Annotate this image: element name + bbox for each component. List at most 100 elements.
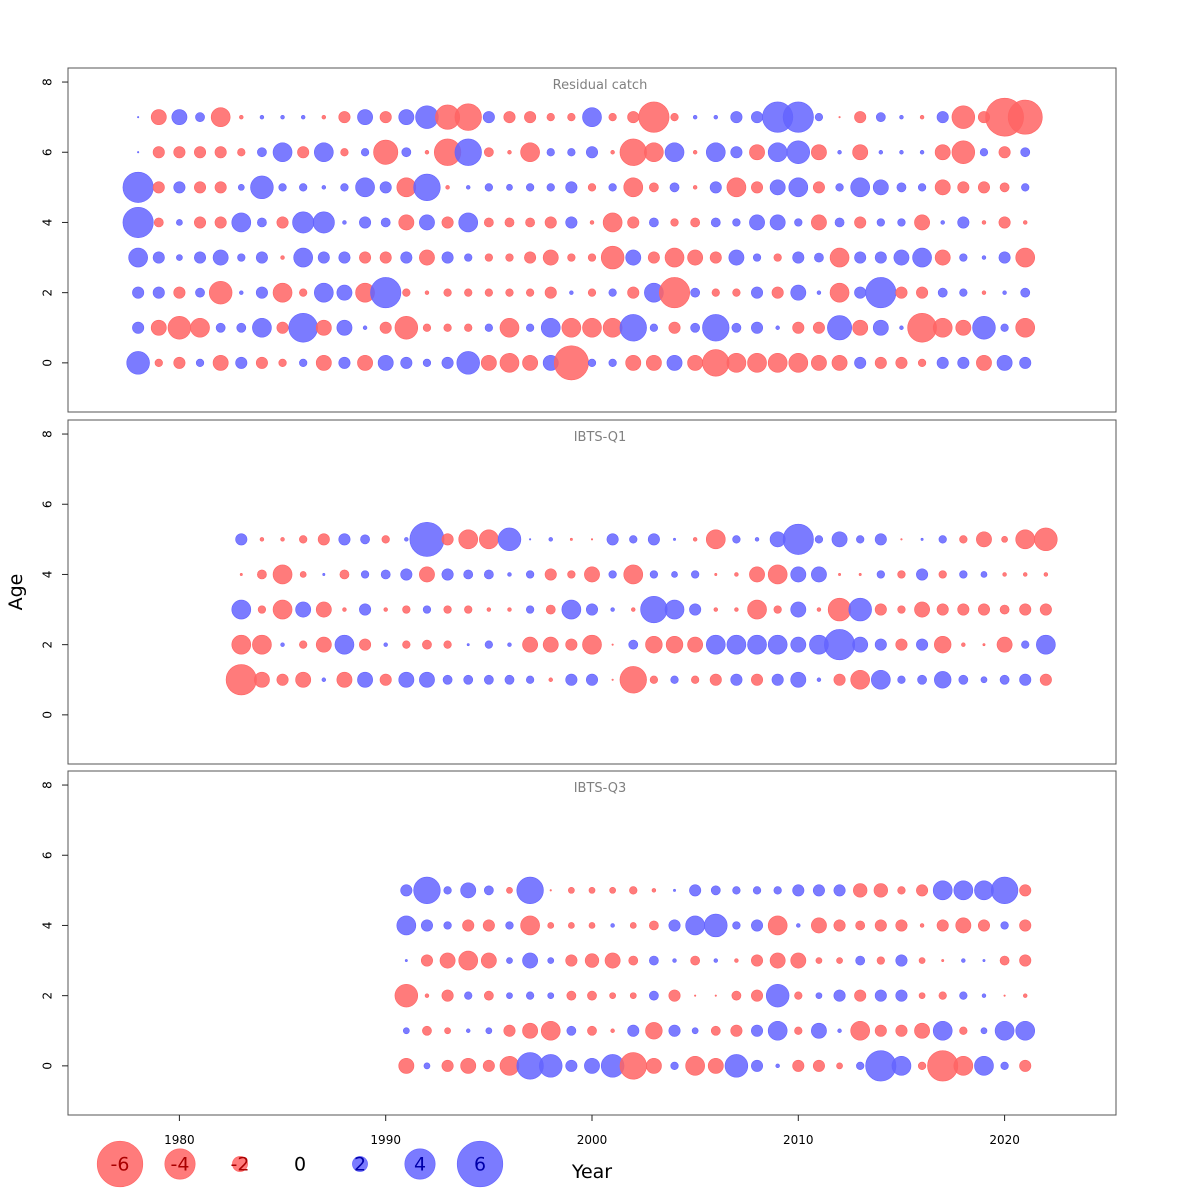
bubble bbox=[506, 887, 513, 894]
bubble bbox=[897, 886, 906, 895]
bubble bbox=[587, 358, 597, 367]
bubble bbox=[569, 290, 574, 295]
bubble bbox=[567, 570, 576, 579]
bubble bbox=[629, 922, 637, 929]
bubble bbox=[466, 643, 470, 647]
bubble bbox=[771, 286, 784, 299]
bubble bbox=[610, 923, 615, 928]
bubble bbox=[1002, 290, 1007, 295]
bubble bbox=[441, 216, 454, 229]
bubble bbox=[855, 920, 866, 931]
bubble bbox=[957, 181, 970, 194]
bubble bbox=[280, 537, 285, 542]
bubble bbox=[443, 323, 452, 332]
bubble bbox=[689, 884, 702, 897]
bubble bbox=[976, 531, 992, 548]
y-tick-label: 2 bbox=[41, 289, 55, 297]
bubble bbox=[128, 247, 148, 268]
bubble bbox=[747, 634, 767, 655]
bubble bbox=[339, 569, 350, 580]
bubble bbox=[546, 113, 555, 122]
bubble bbox=[360, 534, 370, 545]
bubble bbox=[314, 142, 334, 163]
bubble bbox=[505, 288, 514, 297]
bubble bbox=[415, 105, 439, 129]
bubble bbox=[545, 604, 556, 615]
bubble bbox=[215, 322, 226, 333]
bubble bbox=[833, 919, 846, 932]
bubble bbox=[625, 354, 642, 371]
bubble bbox=[623, 564, 644, 585]
bubble bbox=[659, 277, 691, 309]
bubble bbox=[1023, 220, 1028, 225]
bubble bbox=[194, 251, 207, 264]
bubble bbox=[917, 1061, 927, 1070]
bubble bbox=[692, 114, 698, 120]
bubble bbox=[692, 537, 698, 542]
bubble bbox=[690, 322, 701, 333]
bubble bbox=[379, 321, 392, 334]
y-tick-label: 6 bbox=[41, 500, 55, 508]
bubble bbox=[167, 316, 192, 340]
bubble bbox=[568, 922, 575, 929]
bubble bbox=[664, 247, 685, 268]
bubble bbox=[850, 177, 870, 198]
bubble bbox=[702, 349, 730, 377]
bubble bbox=[876, 570, 885, 579]
bubble bbox=[932, 317, 953, 338]
bubble bbox=[1015, 247, 1036, 268]
bubble bbox=[458, 529, 479, 550]
bubble bbox=[529, 538, 532, 541]
bubble bbox=[565, 181, 578, 194]
bubble bbox=[765, 983, 790, 1008]
bubble bbox=[896, 182, 907, 193]
bubble bbox=[526, 323, 535, 332]
bubble bbox=[730, 673, 743, 686]
bubble bbox=[629, 992, 637, 999]
bubble bbox=[231, 599, 252, 620]
bubble bbox=[627, 1024, 640, 1037]
bubble bbox=[589, 220, 595, 225]
bubble bbox=[340, 148, 349, 157]
bubble bbox=[999, 604, 1010, 615]
bubble bbox=[788, 177, 809, 198]
bubble bbox=[627, 216, 640, 229]
bubble bbox=[709, 251, 722, 264]
bubble bbox=[865, 277, 897, 309]
bubble bbox=[961, 958, 966, 963]
bubble bbox=[506, 992, 513, 999]
bubble bbox=[957, 603, 970, 616]
bubble bbox=[547, 992, 555, 999]
bubble bbox=[1003, 994, 1006, 997]
bubble bbox=[293, 247, 313, 268]
bubble bbox=[872, 319, 889, 336]
legend: -6 -4 -2 0 2 4 6 bbox=[96, 1140, 504, 1188]
bubble bbox=[398, 109, 415, 126]
bubble bbox=[871, 669, 891, 690]
bubble bbox=[504, 674, 515, 685]
bubble bbox=[827, 315, 853, 341]
bubble bbox=[794, 218, 803, 227]
bubble bbox=[171, 109, 188, 126]
bubble bbox=[377, 354, 394, 371]
bubble bbox=[645, 1057, 662, 1074]
bubble bbox=[1021, 183, 1030, 192]
bubble bbox=[404, 537, 409, 542]
bubble bbox=[176, 254, 183, 261]
bubble bbox=[522, 636, 539, 653]
bubble bbox=[1019, 673, 1032, 686]
bubble bbox=[980, 676, 988, 684]
bubble bbox=[714, 994, 717, 997]
bubble bbox=[152, 181, 165, 194]
bubble bbox=[608, 183, 617, 192]
bubble bbox=[669, 182, 680, 193]
bubble bbox=[932, 880, 953, 901]
bubble bbox=[424, 150, 430, 155]
bubble bbox=[951, 140, 976, 164]
bubble bbox=[401, 147, 412, 158]
bubble bbox=[315, 636, 332, 653]
bubble bbox=[359, 251, 372, 264]
bubble bbox=[584, 566, 600, 583]
bubble bbox=[315, 354, 332, 371]
bubble bbox=[912, 247, 932, 268]
